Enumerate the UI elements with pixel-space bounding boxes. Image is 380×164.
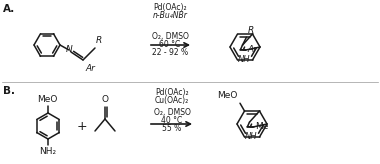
Text: 22 - 92 %: 22 - 92 % [152,48,188,57]
Text: Pd(OAc)₂: Pd(OAc)₂ [155,88,189,97]
Text: R: R [96,36,102,45]
Text: 40 °C: 40 °C [162,116,183,125]
Text: Pd(OAc)₂: Pd(OAc)₂ [153,3,187,12]
Text: O: O [101,95,109,104]
Text: NH₂: NH₂ [40,147,57,156]
Text: 55 %: 55 % [162,124,182,133]
Text: B.: B. [3,86,15,96]
Text: N: N [66,44,72,53]
Text: MeO: MeO [218,91,238,100]
Text: n-Bu₄NBr: n-Bu₄NBr [152,11,187,20]
Text: +: + [77,120,87,133]
Text: Cu(OAc)₂: Cu(OAc)₂ [155,96,189,105]
Text: Me: Me [255,122,269,131]
Text: O₂, DMSO: O₂, DMSO [154,108,190,117]
Text: Ar: Ar [85,64,95,73]
Text: NH: NH [245,132,258,141]
Text: R: R [247,26,254,35]
Text: Ar: Ar [247,45,257,54]
Text: NH: NH [238,55,250,64]
Text: MeO: MeO [37,95,57,104]
Text: A.: A. [3,4,15,14]
Text: O₂, DMSO: O₂, DMSO [152,32,188,41]
Text: 60 °C: 60 °C [159,40,180,49]
